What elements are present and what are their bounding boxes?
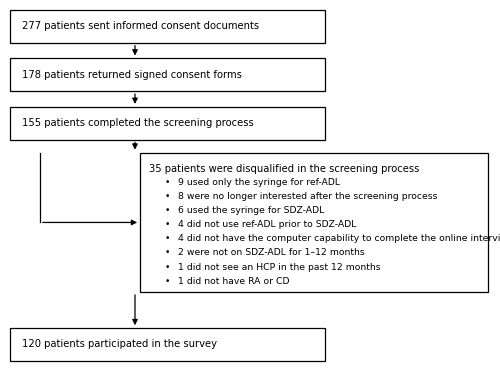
Text: 4 did not have the computer capability to complete the online interview: 4 did not have the computer capability t… bbox=[178, 234, 500, 243]
Bar bbox=[140, 153, 488, 292]
Text: 2 were not on SDZ-ADL for 1–12 months: 2 were not on SDZ-ADL for 1–12 months bbox=[178, 248, 364, 257]
Text: 4 did not use ref-ADL prior to SDZ-ADL: 4 did not use ref-ADL prior to SDZ-ADL bbox=[178, 220, 356, 229]
Text: 6 used the syringe for SDZ-ADL: 6 used the syringe for SDZ-ADL bbox=[178, 206, 324, 215]
Text: •: • bbox=[165, 192, 170, 201]
Text: 8 were no longer interested after the screening process: 8 were no longer interested after the sc… bbox=[178, 192, 437, 201]
Text: •: • bbox=[165, 248, 170, 257]
Bar bbox=[10, 58, 325, 91]
Text: 35 patients were disqualified in the screening process: 35 patients were disqualified in the scr… bbox=[149, 164, 419, 174]
Text: 1 did not have RA or CD: 1 did not have RA or CD bbox=[178, 277, 289, 286]
Text: •: • bbox=[165, 263, 170, 272]
Text: 1 did not see an HCP in the past 12 months: 1 did not see an HCP in the past 12 mont… bbox=[178, 263, 380, 272]
Text: •: • bbox=[165, 220, 170, 229]
Bar bbox=[10, 328, 325, 361]
Text: 277 patients sent informed consent documents: 277 patients sent informed consent docum… bbox=[22, 22, 260, 31]
Text: •: • bbox=[165, 277, 170, 286]
Text: 9 used only the syringe for ref-ADL: 9 used only the syringe for ref-ADL bbox=[178, 178, 340, 187]
Text: •: • bbox=[165, 234, 170, 243]
Text: 178 patients returned signed consent forms: 178 patients returned signed consent for… bbox=[22, 70, 242, 80]
Text: 120 patients participated in the survey: 120 patients participated in the survey bbox=[22, 340, 218, 349]
Text: •: • bbox=[165, 206, 170, 215]
Bar bbox=[10, 10, 325, 43]
Bar bbox=[10, 107, 325, 140]
Text: 155 patients completed the screening process: 155 patients completed the screening pro… bbox=[22, 118, 254, 128]
Text: •: • bbox=[165, 178, 170, 187]
